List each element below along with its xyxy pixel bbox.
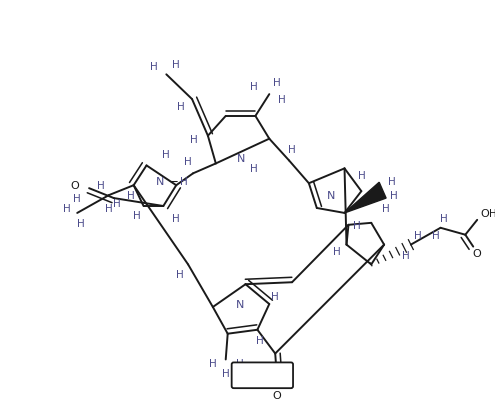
Text: H: H bbox=[382, 204, 390, 214]
Text: H: H bbox=[73, 194, 81, 204]
Text: H: H bbox=[63, 204, 71, 214]
Text: H: H bbox=[177, 102, 185, 112]
Text: H: H bbox=[190, 134, 198, 144]
Text: H: H bbox=[288, 144, 296, 154]
Text: O: O bbox=[481, 209, 490, 218]
Text: H: H bbox=[271, 292, 279, 301]
Text: H: H bbox=[390, 191, 398, 201]
Text: H: H bbox=[184, 157, 192, 167]
Text: ─: ─ bbox=[169, 176, 177, 188]
Polygon shape bbox=[345, 183, 386, 214]
Text: H: H bbox=[77, 218, 85, 228]
Text: H: H bbox=[358, 171, 366, 181]
Text: H: H bbox=[370, 191, 378, 201]
Text: H: H bbox=[113, 199, 121, 209]
Text: H: H bbox=[273, 78, 281, 88]
Text: O: O bbox=[70, 181, 79, 191]
Text: H: H bbox=[352, 220, 360, 230]
Text: H: H bbox=[388, 177, 396, 187]
Text: H: H bbox=[180, 177, 188, 187]
Text: N: N bbox=[156, 177, 164, 187]
Text: H: H bbox=[402, 250, 410, 260]
Text: H: H bbox=[209, 358, 217, 368]
Text: O: O bbox=[273, 390, 282, 400]
Text: H: H bbox=[255, 335, 263, 345]
Text: H: H bbox=[222, 368, 230, 378]
Text: H: H bbox=[249, 82, 257, 92]
Text: H: H bbox=[127, 191, 135, 201]
Text: H: H bbox=[333, 246, 341, 256]
Text: H: H bbox=[249, 164, 257, 174]
Text: H: H bbox=[440, 214, 447, 223]
Text: Abs: Abs bbox=[253, 370, 272, 380]
Text: N: N bbox=[327, 191, 335, 201]
Text: H: H bbox=[278, 95, 286, 105]
Text: H: H bbox=[414, 230, 422, 240]
Text: O: O bbox=[473, 248, 482, 258]
Text: N: N bbox=[238, 154, 246, 164]
Text: H: H bbox=[489, 209, 495, 218]
Text: H: H bbox=[149, 62, 157, 72]
Text: H: H bbox=[172, 60, 180, 70]
Text: H: H bbox=[236, 358, 244, 368]
Text: N: N bbox=[236, 299, 244, 309]
Text: H: H bbox=[172, 214, 180, 223]
Text: H: H bbox=[432, 230, 440, 240]
Text: H: H bbox=[162, 149, 170, 159]
Text: H: H bbox=[176, 270, 184, 280]
Text: H: H bbox=[105, 204, 113, 214]
Text: H: H bbox=[133, 210, 141, 221]
FancyBboxPatch shape bbox=[232, 363, 293, 388]
Text: H: H bbox=[97, 181, 105, 191]
